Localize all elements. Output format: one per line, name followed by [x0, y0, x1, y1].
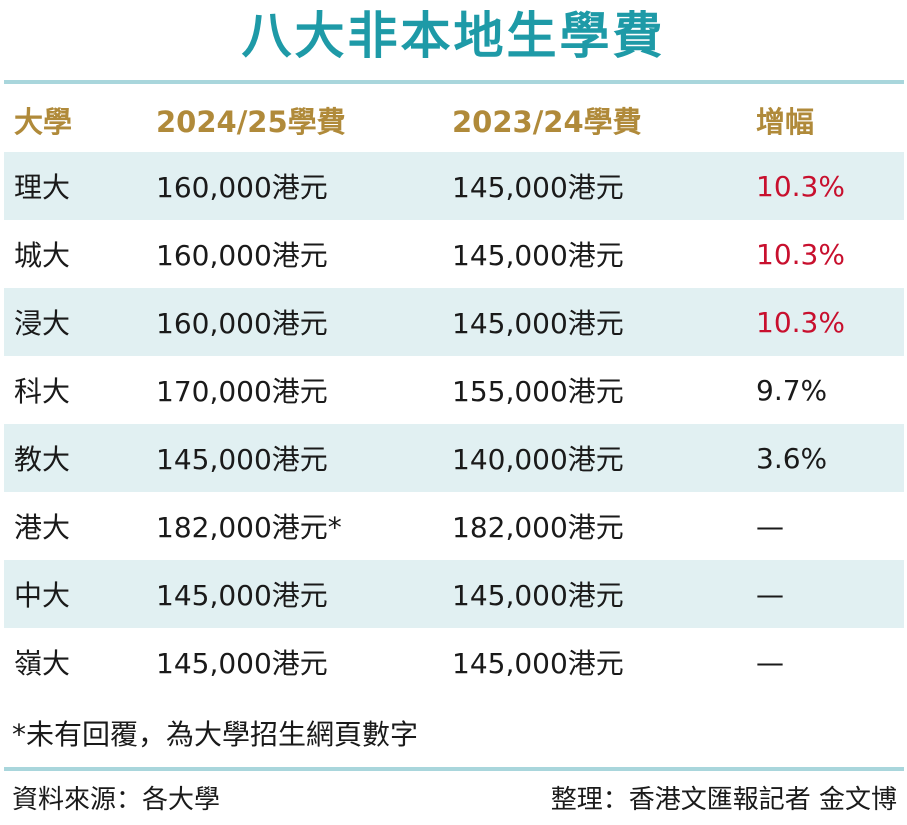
- increase-cell: —: [756, 577, 784, 611]
- header-increase: 增幅: [756, 105, 815, 139]
- university-cell: 教大: [14, 443, 71, 476]
- fee-2023-24-cell: 182,000港元: [452, 511, 624, 544]
- table-row: 科大 170,000港元 155,000港元 9.7%: [4, 356, 904, 424]
- footnote: *未有回覆，為大學招生網頁數字: [12, 718, 419, 751]
- source-credit: 資料來源：各大學: [12, 785, 221, 815]
- university-cell: 嶺大: [14, 647, 71, 680]
- increase-cell: —: [756, 509, 784, 543]
- increase-cell: 9.7%: [756, 373, 828, 407]
- increase-cell: 3.6%: [756, 441, 828, 475]
- increase-cell: 10.3%: [756, 305, 845, 339]
- header-fee-2023-24: 2023/24學費: [452, 105, 642, 139]
- top-divider: [4, 80, 904, 84]
- page-title: 八大非本地生學費: [241, 6, 666, 65]
- university-cell: 城大: [14, 239, 71, 272]
- fee-2023-24-cell: 145,000港元: [452, 647, 624, 680]
- table-row: 理大 160,000港元 145,000港元 10.3%: [4, 152, 904, 220]
- fee-table: 大學 2024/25學費 2023/24學費 增幅 理大 160,000港元 1…: [4, 88, 904, 696]
- table-row: 浸大 160,000港元 145,000港元 10.3%: [4, 288, 904, 356]
- fee-2024-25-cell: 160,000港元: [156, 239, 328, 272]
- header-fee-2024-25: 2024/25學費: [156, 105, 346, 139]
- fee-2023-24-cell: 145,000港元: [452, 579, 624, 612]
- bottom-divider: [4, 767, 904, 771]
- author-credit: 整理：香港文匯報記者 金文博: [550, 785, 897, 815]
- fee-2024-25-cell: 160,000港元: [156, 307, 328, 340]
- fee-2024-25-cell: 182,000港元*: [156, 511, 342, 544]
- table-row: 城大 160,000港元 145,000港元 10.3%: [4, 220, 904, 288]
- university-cell: 港大: [14, 511, 71, 544]
- university-cell: 浸大: [14, 307, 71, 340]
- increase-cell: 10.3%: [756, 169, 845, 203]
- fee-2024-25-cell: 160,000港元: [156, 171, 328, 204]
- table-row: 教大 145,000港元 140,000港元 3.6%: [4, 424, 904, 492]
- increase-cell: —: [756, 645, 784, 679]
- fee-2024-25-cell: 145,000港元: [156, 647, 328, 680]
- table-row: 嶺大 145,000港元 145,000港元 —: [4, 628, 904, 696]
- table-row: 中大 145,000港元 145,000港元 —: [4, 560, 904, 628]
- fee-2024-25-cell: 145,000港元: [156, 443, 328, 476]
- fee-2024-25-cell: 145,000港元: [156, 579, 328, 612]
- table-row: 港大 182,000港元* 182,000港元 —: [4, 492, 904, 560]
- header-university: 大學: [14, 105, 73, 139]
- university-cell: 中大: [14, 579, 71, 612]
- fee-2023-24-cell: 145,000港元: [452, 307, 624, 340]
- fee-2023-24-cell: 145,000港元: [452, 171, 624, 204]
- university-cell: 理大: [14, 171, 71, 204]
- fee-2024-25-cell: 170,000港元: [156, 375, 328, 408]
- fee-2023-24-cell: 155,000港元: [452, 375, 624, 408]
- fee-2023-24-cell: 140,000港元: [452, 443, 624, 476]
- table-header-row: 大學 2024/25學費 2023/24學費 增幅: [4, 88, 904, 152]
- university-cell: 科大: [14, 375, 71, 408]
- increase-cell: 10.3%: [756, 237, 845, 271]
- fee-2023-24-cell: 145,000港元: [452, 239, 624, 272]
